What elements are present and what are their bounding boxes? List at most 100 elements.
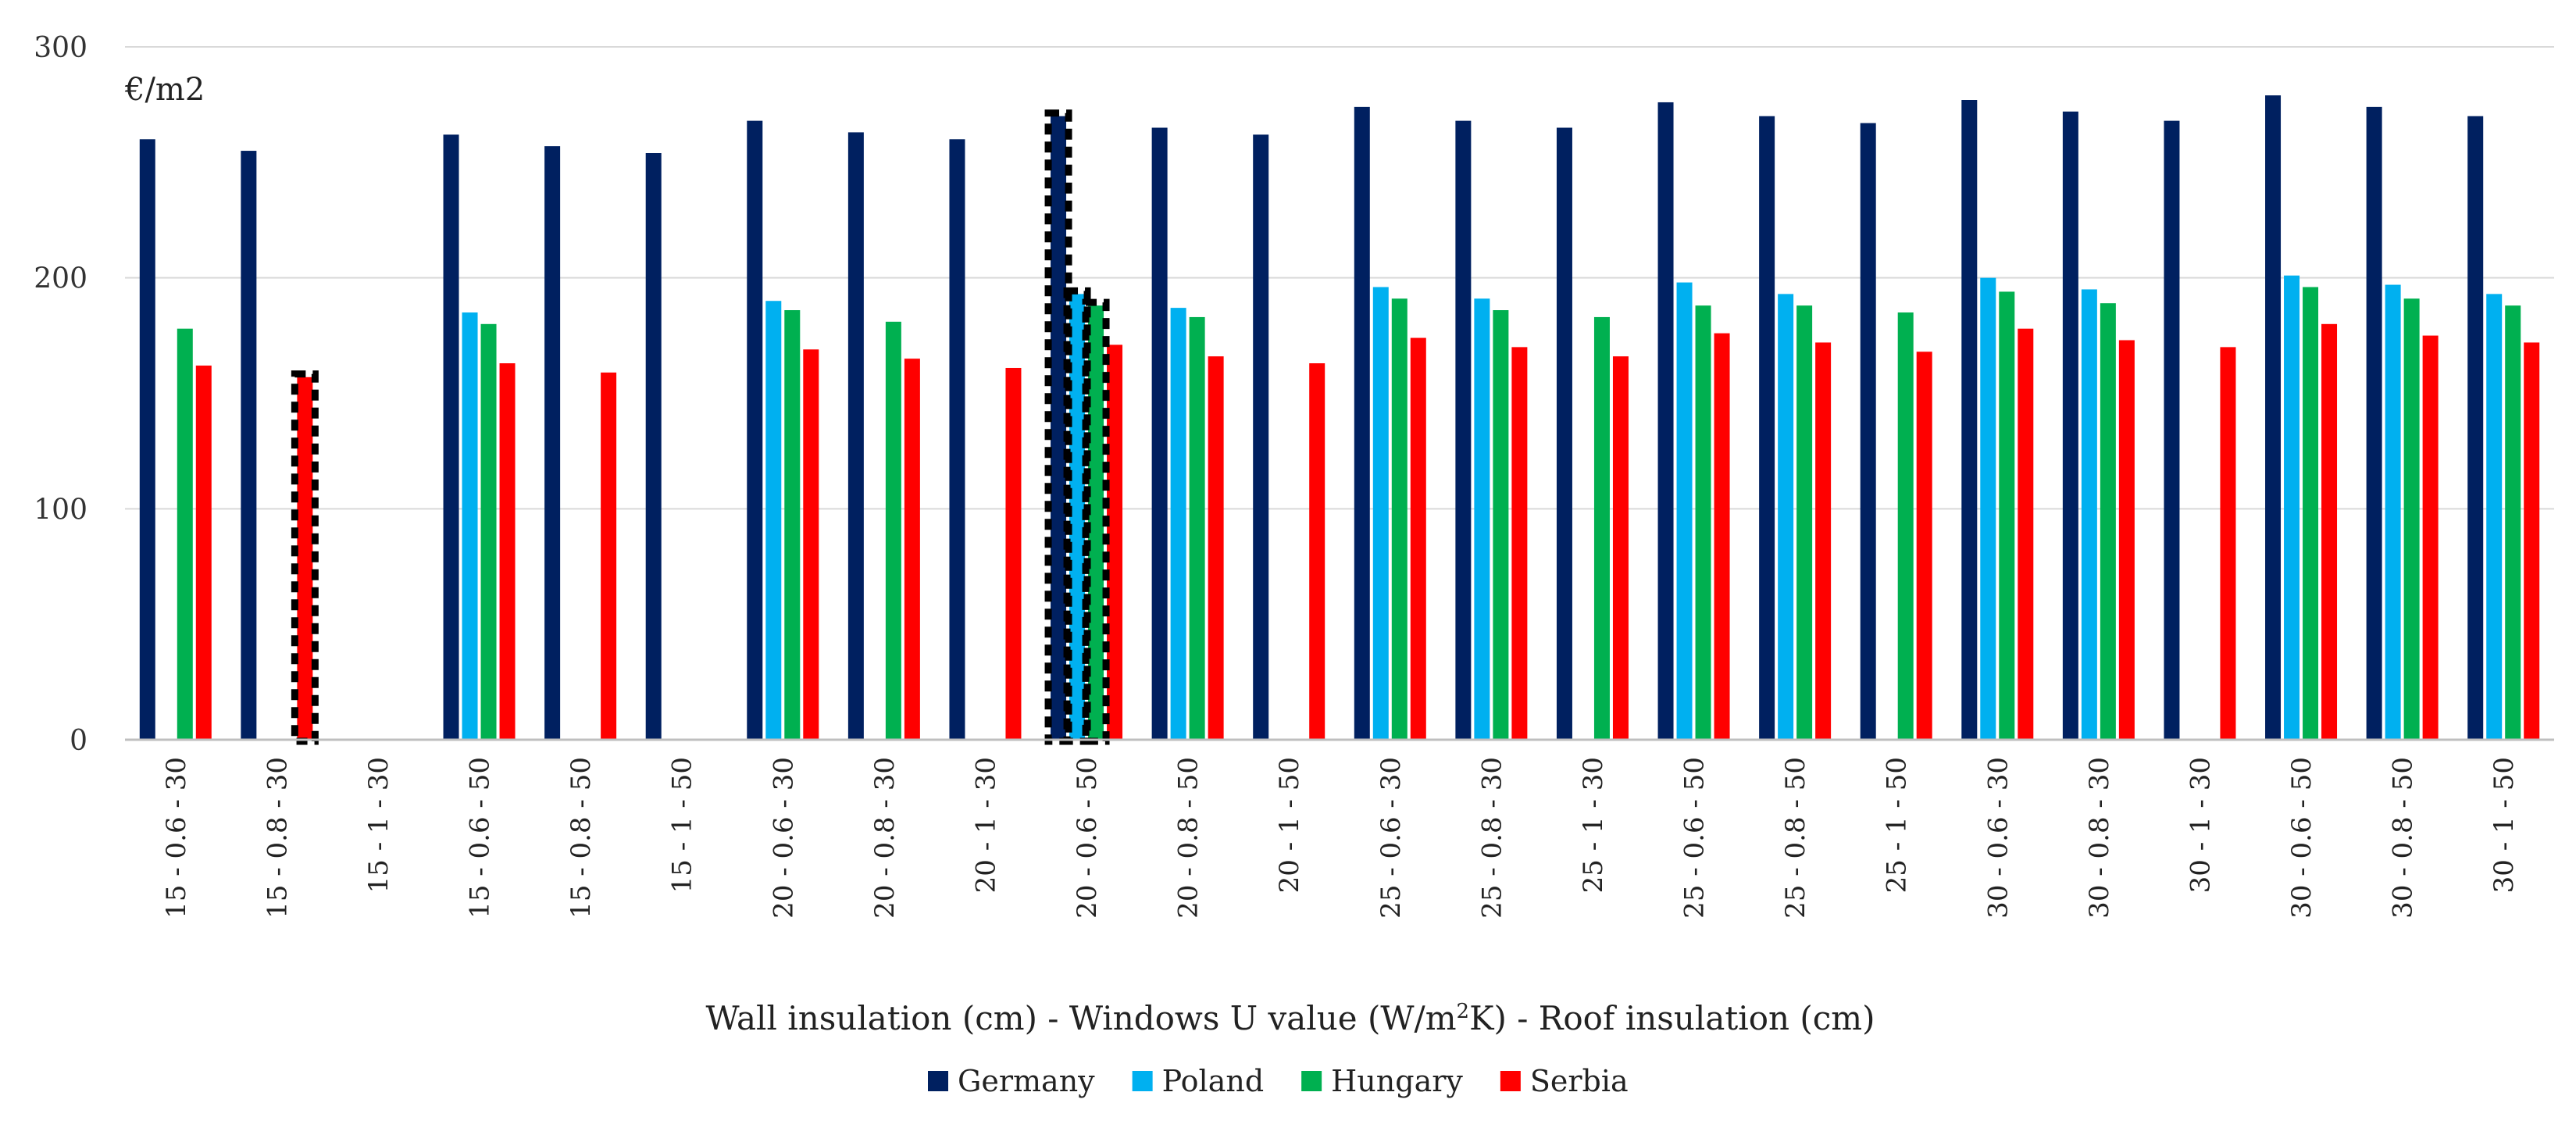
bar-germany-7 xyxy=(847,132,864,740)
bar-germany-0 xyxy=(139,139,155,740)
bar-hungary-18 xyxy=(1999,291,2015,740)
bar-germany-13 xyxy=(1455,120,1472,740)
bar-serbia-3 xyxy=(499,363,516,740)
bar-germany-1 xyxy=(241,151,257,741)
gridlines xyxy=(125,46,2554,510)
bar-serbia-17 xyxy=(1916,352,1932,740)
bar-hungary-15 xyxy=(1695,305,1711,740)
y-tick-label-200: 200 xyxy=(34,263,87,295)
bar-germany-14 xyxy=(1556,127,1572,740)
x-tick-label-20: 30 - 1 - 30 xyxy=(2185,757,2216,893)
bar-poland-23 xyxy=(2486,294,2503,740)
bar-hungary-14 xyxy=(1593,316,1610,740)
x-axis-label: Wall insulation (cm) - Windows U value (… xyxy=(706,999,1875,1037)
bar-poland-21 xyxy=(2284,275,2300,741)
bar-germany-10 xyxy=(1151,127,1168,740)
bar-germany-15 xyxy=(1657,102,1674,740)
bar-germany-3 xyxy=(443,134,459,740)
x-tick-label-2: 15 - 1 - 30 xyxy=(363,757,394,893)
bar-germany-16 xyxy=(1759,116,1775,740)
bar-hungary-22 xyxy=(2403,298,2420,740)
legend-swatch-hungary xyxy=(1301,1071,1322,1091)
legend-swatch-serbia xyxy=(1500,1071,1521,1091)
bar-hungary-17 xyxy=(1897,312,1914,740)
bar-hungary-7 xyxy=(885,321,901,740)
x-tick-label-4: 15 - 0.8 - 50 xyxy=(566,757,597,919)
bar-germany-4 xyxy=(544,146,561,741)
bar-hungary-19 xyxy=(2100,303,2116,740)
legend-swatch-germany xyxy=(928,1071,948,1091)
highlight-outline-2 xyxy=(1063,287,1091,745)
bar-hungary-21 xyxy=(2303,287,2319,740)
bar-germany-5 xyxy=(645,153,662,741)
x-tick-label-3: 15 - 0.6 - 50 xyxy=(465,757,496,919)
bar-germany-22 xyxy=(2366,106,2382,740)
bar-serbia-11 xyxy=(1309,363,1325,740)
x-tick-label-14: 25 - 1 - 30 xyxy=(1578,757,1609,893)
x-tick-label-8: 20 - 1 - 30 xyxy=(970,757,1001,893)
bar-poland-22 xyxy=(2385,284,2401,741)
bar-hungary-16 xyxy=(1796,305,1813,740)
highlight-outline-0 xyxy=(291,370,319,745)
x-tick-label-5: 15 - 1 - 50 xyxy=(667,757,698,893)
x-tick-label-19: 30 - 0.8 - 30 xyxy=(2084,757,2115,919)
bars xyxy=(139,95,2540,741)
x-tick-label-11: 20 - 1 - 50 xyxy=(1274,757,1305,893)
x-tick-label-15: 25 - 0.6 - 50 xyxy=(1679,757,1711,919)
bar-hungary-12 xyxy=(1391,298,1408,740)
x-tick-label-18: 30 - 0.6 - 30 xyxy=(1982,757,2014,919)
bar-germany-11 xyxy=(1253,134,1269,740)
bar-germany-19 xyxy=(2062,111,2078,740)
x-axis-label-part-1: Wall insulation (cm) - Windows U value (… xyxy=(706,999,1457,1037)
bar-serbia-19 xyxy=(2118,340,2135,740)
x-tick-label-12: 25 - 0.6 - 30 xyxy=(1375,757,1407,919)
bar-serbia-0 xyxy=(195,366,212,740)
bar-serbia-6 xyxy=(803,349,819,740)
x-tick-label-7: 20 - 0.8 - 30 xyxy=(869,757,901,919)
bar-hungary-13 xyxy=(1493,310,1509,740)
bar-hungary-23 xyxy=(2505,305,2521,740)
x-tick-label-0: 15 - 0.6 - 30 xyxy=(161,757,192,919)
bar-poland-10 xyxy=(1170,308,1186,740)
x-tick-label-10: 20 - 0.8 - 50 xyxy=(1173,757,1204,919)
bar-poland-15 xyxy=(1676,282,1693,741)
bar-poland-18 xyxy=(1980,277,1996,741)
legend: Germany Poland Hungary Serbia xyxy=(928,1064,1629,1098)
x-tick-label-1: 15 - 0.8 - 30 xyxy=(262,757,293,919)
highlighted-bars xyxy=(291,109,1110,745)
bar-serbia-18 xyxy=(2018,328,2034,740)
unit-label: €/m2 xyxy=(124,72,205,108)
y-tick-label-0: 0 xyxy=(70,725,87,757)
bar-poland-3 xyxy=(462,312,478,740)
bar-hungary-6 xyxy=(784,310,801,740)
y-tick-label-100: 100 xyxy=(34,494,87,526)
bar-germany-21 xyxy=(2265,95,2282,741)
bar-serbia-14 xyxy=(1612,356,1629,740)
bar-serbia-8 xyxy=(1005,367,1022,740)
bar-germany-17 xyxy=(1860,123,1876,740)
x-axis-label-part-2: K) - Roof insulation (cm) xyxy=(1469,999,1875,1037)
x-tick-labels: 15 - 0.6 - 30 15 - 0.8 - 30 15 - 1 - 30 15 … xyxy=(161,757,2520,919)
x-tick-label-22: 30 - 0.8 - 50 xyxy=(2388,757,2419,919)
bar-serbia-22 xyxy=(2422,335,2439,740)
bar-germany-20 xyxy=(2164,120,2180,740)
x-tick-label-6: 20 - 0.6 - 30 xyxy=(768,757,799,919)
bar-serbia-13 xyxy=(1511,347,1528,740)
bar-hungary-0 xyxy=(177,328,193,740)
bar-serbia-10 xyxy=(1208,356,1224,740)
bar-serbia-1 xyxy=(297,377,313,740)
x-tick-label-9: 20 - 0.6 - 50 xyxy=(1072,757,1103,919)
bar-poland-16 xyxy=(1778,294,1794,740)
y-tick-labels: 0 100 200 300 xyxy=(34,32,87,757)
bar-poland-19 xyxy=(2081,289,2097,740)
bar-germany-12 xyxy=(1354,106,1370,740)
bar-serbia-4 xyxy=(601,372,617,740)
bar-poland-6 xyxy=(765,301,782,740)
bar-germany-6 xyxy=(747,120,763,740)
legend-swatch-poland xyxy=(1132,1071,1153,1091)
x-tick-label-17: 25 - 1 - 50 xyxy=(1882,757,1913,893)
bar-hungary-9 xyxy=(1088,305,1104,740)
bar-serbia-16 xyxy=(1815,342,1832,740)
bar-serbia-20 xyxy=(2220,347,2236,740)
bar-germany-8 xyxy=(949,139,965,740)
